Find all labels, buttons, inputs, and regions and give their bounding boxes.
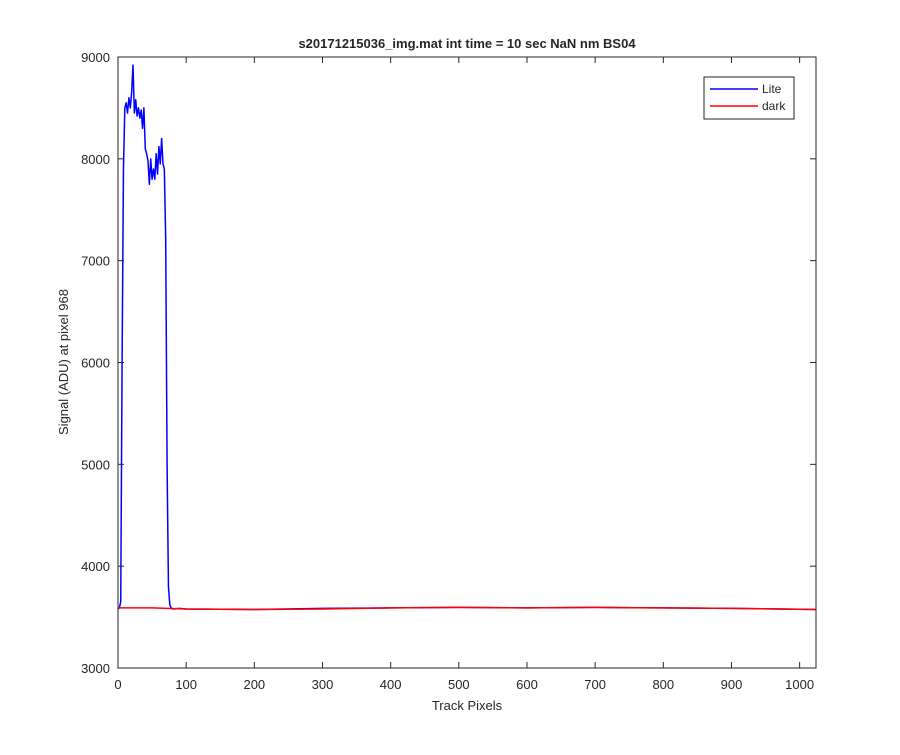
y-tick-label: 8000	[81, 152, 110, 167]
x-tick-label: 200	[243, 677, 265, 692]
series-line-dark	[118, 606, 816, 611]
x-tick-label: 700	[584, 677, 606, 692]
x-tick-label: 0	[114, 677, 121, 692]
x-tick-label: 500	[448, 677, 470, 692]
legend-label-dark: dark	[762, 99, 786, 113]
y-axis-label: Signal (ADU) at pixel 968	[56, 289, 71, 435]
x-tick-label: 300	[312, 677, 334, 692]
series-lines	[118, 64, 816, 611]
x-tick-label: 100	[175, 677, 197, 692]
x-tick-label: 800	[652, 677, 674, 692]
legend: Lite dark	[703, 76, 795, 120]
x-tick-label: 400	[380, 677, 402, 692]
legend-label-lite: Lite	[762, 82, 782, 96]
x-tick-label: 1000	[785, 677, 814, 692]
y-tick-label: 4000	[81, 559, 110, 574]
plot-area: 0 100 200 300 400 500 600 700 800 900 1000 3000 4000…	[81, 50, 817, 692]
y-tick-label: 5000	[81, 457, 110, 472]
y-tick-label: 3000	[81, 661, 110, 676]
chart-title: s20171215036_img.mat int time = 10 sec N…	[298, 36, 636, 51]
x-tick-label: 900	[721, 677, 743, 692]
plot-background	[118, 57, 816, 668]
x-axis-label: Track Pixels	[432, 698, 503, 713]
legend-box	[703, 76, 795, 120]
y-tick-label: 9000	[81, 50, 110, 65]
y-tick-label: 7000	[81, 254, 110, 269]
y-tick-label: 6000	[81, 356, 110, 371]
x-tick-label: 600	[516, 677, 538, 692]
